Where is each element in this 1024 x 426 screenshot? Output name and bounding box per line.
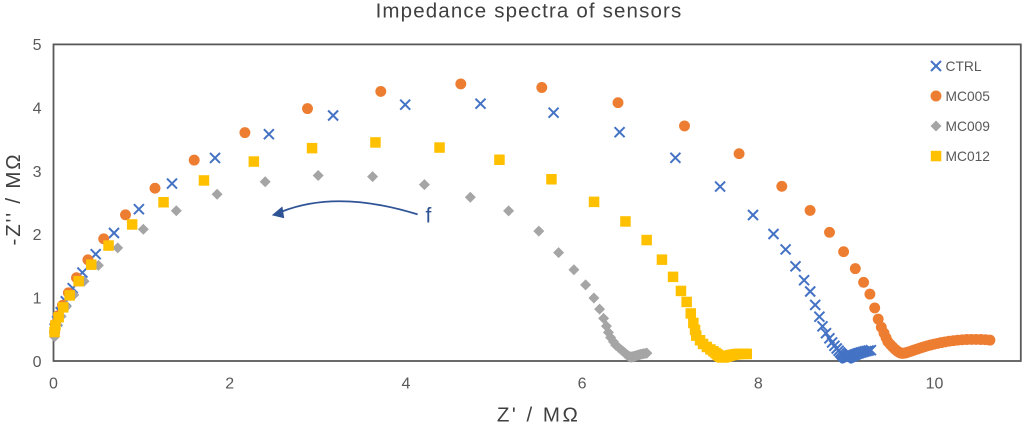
svg-text:2: 2 (225, 376, 234, 393)
svg-text:0: 0 (49, 376, 58, 393)
svg-text:CTRL: CTRL (946, 59, 982, 74)
svg-text:6: 6 (578, 376, 587, 393)
svg-text:Impedance spectra of sensors: Impedance spectra of sensors (376, 0, 683, 23)
svg-text:4: 4 (33, 101, 42, 118)
svg-text:10: 10 (926, 376, 944, 393)
svg-text:f: f (426, 205, 432, 228)
svg-text:MC009: MC009 (946, 119, 991, 134)
svg-text:MC005: MC005 (946, 89, 991, 104)
svg-text:5: 5 (33, 37, 42, 54)
svg-text:1: 1 (33, 291, 42, 308)
svg-text:MC012: MC012 (946, 149, 990, 164)
svg-text:-Z'' / MΩ: -Z'' / MΩ (2, 153, 25, 246)
svg-text:8: 8 (754, 376, 763, 393)
svg-text:2: 2 (33, 227, 42, 244)
svg-text:4: 4 (401, 376, 410, 393)
svg-text:Z' / MΩ: Z' / MΩ (497, 403, 580, 426)
svg-text:3: 3 (33, 164, 42, 181)
svg-text:0: 0 (33, 354, 42, 371)
